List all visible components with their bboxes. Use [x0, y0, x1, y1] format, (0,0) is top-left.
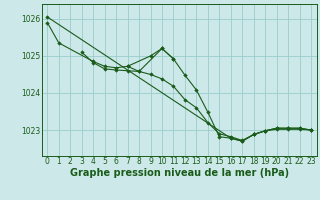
- X-axis label: Graphe pression niveau de la mer (hPa): Graphe pression niveau de la mer (hPa): [70, 168, 289, 178]
